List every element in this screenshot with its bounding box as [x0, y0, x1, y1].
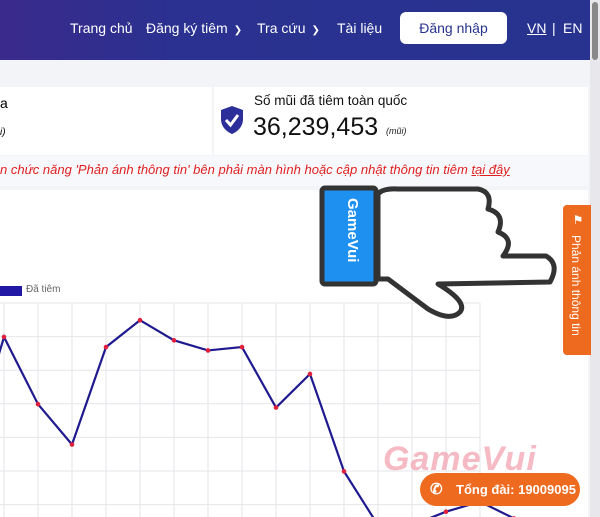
lang-vn[interactable]: VN — [527, 20, 547, 36]
data-point — [205, 348, 211, 353]
data-point — [273, 405, 279, 410]
bell-icon: ⚑ — [571, 213, 585, 227]
stat-unit: (mũi) — [386, 126, 407, 136]
phone-icon: ✆ — [430, 481, 443, 498]
data-point — [1, 334, 7, 340]
data-point — [137, 317, 143, 323]
notice-text: n chức năng 'Phản ánh thông tin' bên phả… — [0, 162, 472, 177]
legend-label[interactable]: Đã tiêm — [26, 284, 61, 295]
stat-title: a — [0, 95, 8, 111]
stat-title: Số mũi đã tiêm toàn quốc — [254, 93, 408, 108]
data-point — [239, 344, 245, 350]
data-point — [35, 401, 41, 407]
hotline-button[interactable]: ✆ Tổng đài: 19009095 — [420, 473, 580, 506]
shield-check-icon — [221, 106, 243, 134]
nav-register[interactable]: Đăng ký tiêm ❯ — [146, 20, 242, 36]
chevron-down-icon: ❯ — [311, 25, 320, 36]
stat-unit: i) — [0, 127, 6, 138]
line-chart — [0, 302, 516, 517]
sleeve-text: GameVui — [344, 198, 361, 262]
data-point — [443, 509, 449, 515]
data-point — [103, 344, 109, 350]
scrollbar[interactable] — [590, 0, 600, 517]
notice-bar: n chức năng 'Phản ánh thông tin' bên phả… — [0, 156, 588, 186]
nav-documents[interactable]: Tài liệu — [337, 20, 383, 36]
legend-swatch — [0, 286, 22, 296]
data-point — [341, 469, 347, 474]
nav-register-label: Đăng ký tiêm — [146, 20, 228, 36]
stat-card-doses: Số mũi đã tiêm toàn quốc 36,239,453 (mũi… — [214, 87, 588, 155]
lang-en[interactable]: EN — [563, 20, 583, 36]
login-button[interactable]: Đăng nhập — [400, 12, 507, 44]
data-point — [69, 442, 75, 447]
data-point — [307, 371, 313, 377]
watermark-logo: GameVui — [383, 440, 537, 478]
nav-lookup[interactable]: Tra cứu ❯ — [257, 20, 320, 36]
top-navbar: Trang chủ Đăng ký tiêm ❯ Tra cứu ❯ Tài liệ… — [0, 0, 590, 60]
chevron-down-icon: ❯ — [233, 25, 243, 36]
stat-card-left: a i) — [0, 87, 212, 155]
lang-separator: | — [552, 20, 556, 36]
data-point — [171, 338, 177, 343]
feedback-tab[interactable]: ⚑ Phản ánh thông tin — [563, 205, 591, 355]
scrollbar-thumb[interactable] — [592, 2, 598, 60]
nav-home[interactable]: Trang chủ — [70, 20, 133, 36]
nav-lookup-label: Tra cứu — [257, 20, 306, 36]
notice-link[interactable]: tại đây — [471, 162, 510, 177]
feedback-tab-label: Phản ánh thông tin — [569, 235, 583, 336]
pointing-hand-overlay: GameVui — [319, 185, 557, 319]
stat-value: 36,239,453 — [253, 113, 379, 141]
hotline-label: Tổng đài: 19009095 — [456, 482, 576, 497]
